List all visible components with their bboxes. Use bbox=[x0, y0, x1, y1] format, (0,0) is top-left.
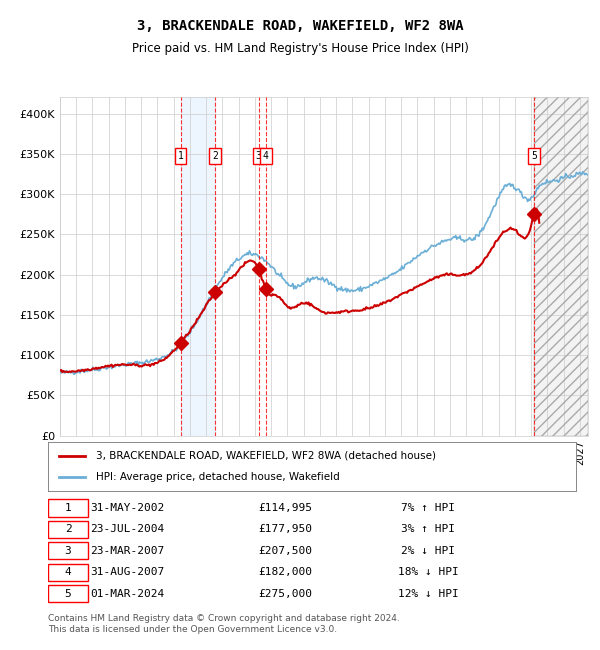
FancyBboxPatch shape bbox=[48, 542, 88, 560]
Text: £207,500: £207,500 bbox=[259, 546, 313, 556]
Text: 1: 1 bbox=[65, 503, 71, 513]
Text: 31-MAY-2002: 31-MAY-2002 bbox=[90, 503, 164, 513]
Text: 7% ↑ HPI: 7% ↑ HPI bbox=[401, 503, 455, 513]
Text: 2% ↓ HPI: 2% ↓ HPI bbox=[401, 546, 455, 556]
Text: 5: 5 bbox=[531, 151, 537, 161]
Text: 3: 3 bbox=[256, 151, 262, 161]
Text: £177,950: £177,950 bbox=[259, 525, 313, 534]
Text: Price paid vs. HM Land Registry's House Price Index (HPI): Price paid vs. HM Land Registry's House … bbox=[131, 42, 469, 55]
Text: 3: 3 bbox=[65, 546, 71, 556]
FancyBboxPatch shape bbox=[48, 585, 88, 603]
Text: HPI: Average price, detached house, Wakefield: HPI: Average price, detached house, Wake… bbox=[95, 472, 339, 482]
Text: 23-JUL-2004: 23-JUL-2004 bbox=[90, 525, 164, 534]
Text: 18% ↓ HPI: 18% ↓ HPI bbox=[398, 567, 458, 577]
Text: 3% ↑ HPI: 3% ↑ HPI bbox=[401, 525, 455, 534]
Text: 23-MAR-2007: 23-MAR-2007 bbox=[90, 546, 164, 556]
Text: 12% ↓ HPI: 12% ↓ HPI bbox=[398, 589, 458, 599]
Text: 31-AUG-2007: 31-AUG-2007 bbox=[90, 567, 164, 577]
Text: 1: 1 bbox=[178, 151, 184, 161]
Bar bbox=[181, 98, 215, 436]
Text: 4: 4 bbox=[263, 151, 269, 161]
Text: 3, BRACKENDALE ROAD, WAKEFIELD, WF2 8WA: 3, BRACKENDALE ROAD, WAKEFIELD, WF2 8WA bbox=[137, 20, 463, 34]
Text: 4: 4 bbox=[65, 567, 71, 577]
Text: £182,000: £182,000 bbox=[259, 567, 313, 577]
Text: Contains HM Land Registry data © Crown copyright and database right 2024.
This d: Contains HM Land Registry data © Crown c… bbox=[48, 614, 400, 634]
Text: 3, BRACKENDALE ROAD, WAKEFIELD, WF2 8WA (detached house): 3, BRACKENDALE ROAD, WAKEFIELD, WF2 8WA … bbox=[95, 450, 436, 461]
Bar bbox=[534, 98, 588, 436]
Text: £114,995: £114,995 bbox=[259, 503, 313, 513]
FancyBboxPatch shape bbox=[48, 499, 88, 517]
Bar bbox=[534, 98, 588, 436]
Text: £275,000: £275,000 bbox=[259, 589, 313, 599]
FancyBboxPatch shape bbox=[48, 521, 88, 538]
Text: 01-MAR-2024: 01-MAR-2024 bbox=[90, 589, 164, 599]
Text: 5: 5 bbox=[65, 589, 71, 599]
Text: 2: 2 bbox=[212, 151, 218, 161]
FancyBboxPatch shape bbox=[48, 564, 88, 581]
Text: 2: 2 bbox=[65, 525, 71, 534]
